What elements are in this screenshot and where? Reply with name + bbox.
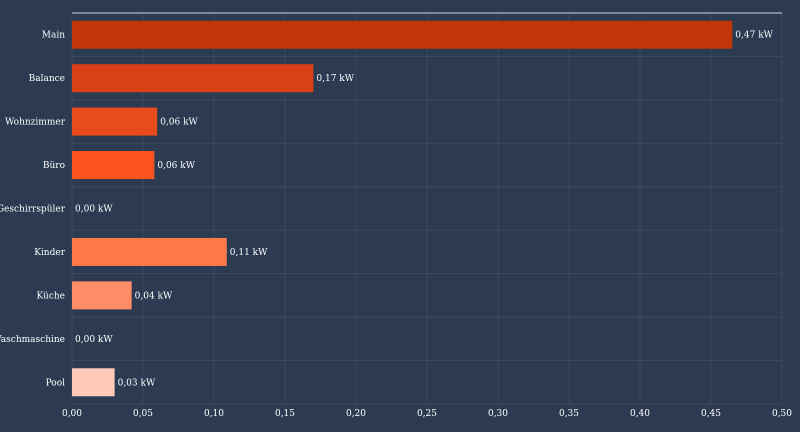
bar xyxy=(72,151,155,180)
data-label: 0,47 kW xyxy=(735,31,773,41)
bar xyxy=(72,20,733,49)
x-tick-label: 0,15 xyxy=(275,409,295,419)
x-tick-label: 0,10 xyxy=(204,409,224,419)
bar xyxy=(72,368,115,397)
bar xyxy=(72,107,158,136)
category-label: Geschirrspüler xyxy=(0,205,66,215)
bar xyxy=(72,281,132,310)
data-label: 0,00 kW xyxy=(75,205,113,215)
data-label: 0,04 kW xyxy=(135,291,173,301)
bar xyxy=(72,237,227,266)
data-label: 0,03 kW xyxy=(118,378,156,388)
data-label: 0,17 kW xyxy=(316,74,354,84)
x-tick-label: 0,35 xyxy=(559,409,579,419)
x-tick-label: 0,25 xyxy=(417,409,437,419)
category-label: Büro xyxy=(43,161,65,171)
category-label: Main xyxy=(42,31,65,41)
x-tick-label: 0,40 xyxy=(630,409,650,419)
x-tick-label: 0,05 xyxy=(133,409,153,419)
category-label: Kinder xyxy=(34,248,65,258)
data-label: 0,11 kW xyxy=(230,248,268,258)
data-label: 0,00 kW xyxy=(75,335,113,345)
x-tick-label: 0,20 xyxy=(346,409,366,419)
category-label: Wohnzimmer xyxy=(5,118,66,128)
x-tick-label: 0,50 xyxy=(772,409,792,419)
category-label: Küche xyxy=(37,291,66,301)
data-label: 0,06 kW xyxy=(160,118,198,128)
x-tick-label: 0,45 xyxy=(701,409,721,419)
category-label: Pool xyxy=(46,378,66,388)
x-tick-label: 0,30 xyxy=(488,409,508,419)
x-tick-label: 0,00 xyxy=(62,409,82,419)
data-label: 0,06 kW xyxy=(157,161,195,171)
category-label: Balance xyxy=(29,74,65,84)
bar xyxy=(72,64,314,93)
